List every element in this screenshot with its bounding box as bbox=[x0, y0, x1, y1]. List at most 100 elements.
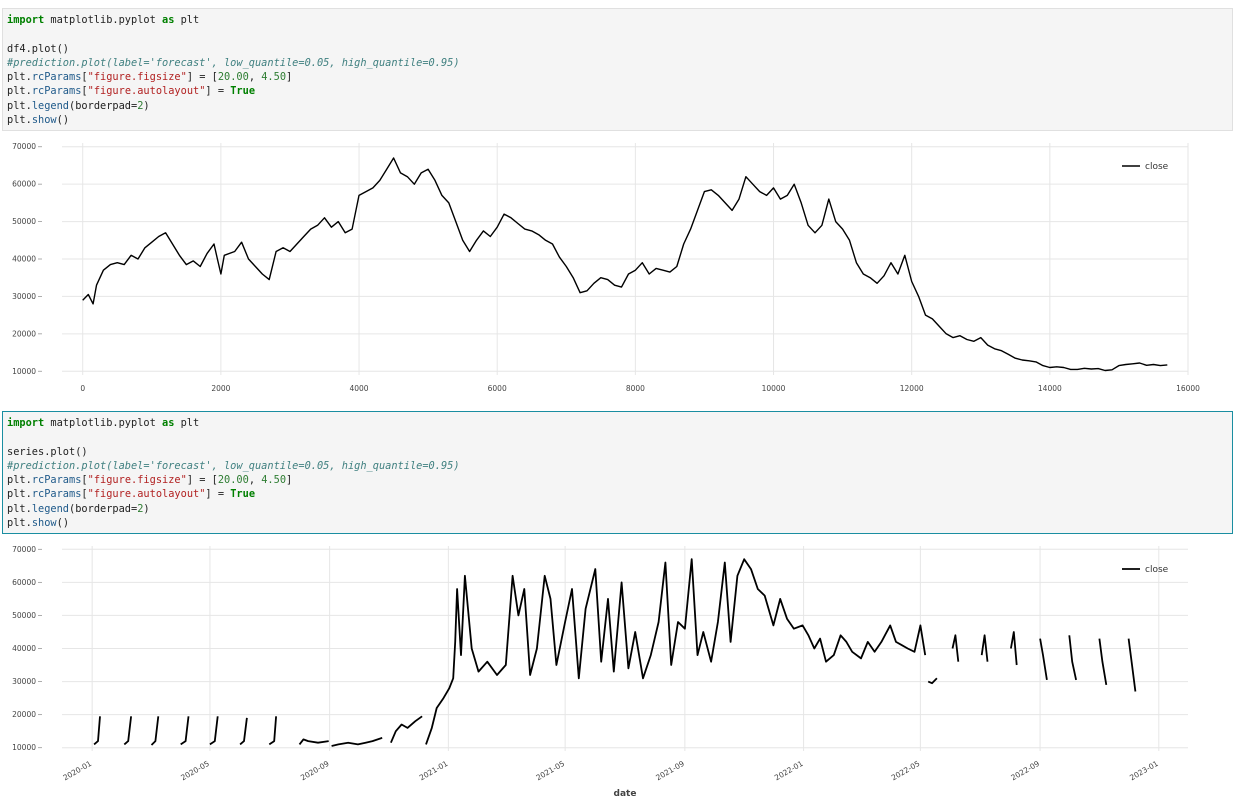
code-token: plt. bbox=[7, 99, 32, 112]
x-tick-label: 8000 bbox=[626, 384, 645, 393]
code-token: #prediction.plot(label='forecast', low_q… bbox=[7, 56, 460, 69]
code-editor-2[interactable]: import matplotlib.pyplot as plt series.p… bbox=[7, 416, 1228, 530]
series-line-segment-close bbox=[209, 716, 219, 746]
x-tick-label: 2020-09 bbox=[299, 759, 331, 783]
series-line-segment-close bbox=[239, 717, 248, 746]
code-token: show bbox=[31, 114, 57, 127]
series-line-segment-close bbox=[951, 634, 960, 662]
code-token: () bbox=[56, 114, 70, 127]
y-tick-label: 50000 bbox=[12, 217, 36, 226]
code-cell-1[interactable]: import matplotlib.pyplot as plt df4.plot… bbox=[2, 8, 1233, 131]
code-token: ] bbox=[286, 474, 293, 487]
code-token: ) bbox=[143, 502, 150, 515]
code-token: 2 bbox=[137, 502, 144, 515]
code-token: () bbox=[56, 517, 70, 530]
code-token: 4.50 bbox=[261, 474, 287, 487]
output-plot-1: 10000 20000 30000 40000 50000 60000 70000 0 2000… bbox=[0, 133, 1235, 401]
code-token: plt. bbox=[7, 502, 32, 515]
code-token: rcParams bbox=[31, 71, 82, 84]
code-token: True bbox=[230, 488, 256, 501]
x-tick-label: 2020-01 bbox=[62, 759, 94, 783]
legend-label-close: close bbox=[1145, 162, 1169, 172]
code-token: matplotlib.pyplot bbox=[44, 417, 162, 429]
code-editor-1[interactable]: import matplotlib.pyplot as plt df4.plot… bbox=[7, 13, 1228, 127]
code-token: series.plot bbox=[7, 445, 76, 458]
code-line: #prediction.plot(label='forecast', low_q… bbox=[7, 459, 1228, 473]
y-tick-label: 30000 bbox=[12, 292, 36, 301]
y-tick-label: 40000 bbox=[12, 644, 36, 653]
code-token: 20.00 bbox=[217, 474, 249, 487]
series-line-segment-close bbox=[927, 677, 938, 685]
code-token: rcParams bbox=[31, 474, 82, 487]
line-chart-1: 10000 20000 30000 40000 50000 60000 70000 0 2000… bbox=[12, 142, 1200, 393]
code-line: import matplotlib.pyplot as plt bbox=[7, 13, 1228, 27]
x-tick-label: 14000 bbox=[1038, 384, 1062, 393]
code-token: #prediction.plot(label='forecast', low_q… bbox=[7, 459, 460, 472]
code-token: "figure.figsize" bbox=[87, 71, 187, 84]
code-token: show bbox=[31, 517, 57, 530]
code-line: series.plot() bbox=[7, 445, 1228, 459]
code-token: 20.00 bbox=[217, 71, 249, 84]
code-token: import bbox=[7, 14, 45, 26]
legend-label-close: close bbox=[1145, 565, 1169, 575]
code-token: 4.50 bbox=[261, 71, 287, 84]
code-token: matplotlib.pyplot bbox=[44, 14, 162, 26]
code-cell-2[interactable]: import matplotlib.pyplot as plt series.p… bbox=[2, 411, 1233, 534]
series-line-segment-close bbox=[180, 716, 190, 746]
x-tick-label: 12000 bbox=[900, 384, 924, 393]
code-token: as bbox=[162, 14, 175, 26]
code-line: df4.plot() bbox=[7, 42, 1228, 56]
code-line: plt.show() bbox=[7, 516, 1228, 530]
code-line: plt.rcParams["figure.figsize"] = [20.00,… bbox=[7, 70, 1228, 84]
code-line: plt.legend(borderpad=2) bbox=[7, 99, 1228, 113]
code-token: plt. bbox=[7, 517, 32, 530]
code-token: "figure.autolayout" bbox=[87, 85, 206, 98]
code-token: plt. bbox=[7, 85, 32, 98]
code-token: df4.plot bbox=[7, 42, 57, 55]
series-line-segment-close bbox=[1127, 638, 1137, 692]
x-tick-label: 16000 bbox=[1176, 384, 1200, 393]
code-token: ) bbox=[143, 99, 150, 112]
x-tick-label: 2021-01 bbox=[418, 759, 450, 783]
code-line: plt.rcParams["figure.autolayout"] = True bbox=[7, 84, 1228, 98]
series-line-segment-close bbox=[298, 738, 329, 745]
code-line bbox=[7, 430, 1228, 444]
x-tick-label: 4000 bbox=[349, 384, 368, 393]
code-token: plt bbox=[174, 417, 200, 429]
code-token: ] = bbox=[205, 488, 231, 501]
code-token: [ bbox=[81, 71, 88, 84]
x-tick-label: 2022-09 bbox=[1009, 759, 1041, 783]
x-tick-label: 2000 bbox=[211, 384, 230, 393]
code-token: ] = [ bbox=[186, 474, 218, 487]
code-token: [ bbox=[81, 474, 88, 487]
code-line: plt.show() bbox=[7, 113, 1228, 127]
series-line-close bbox=[82, 157, 1168, 372]
y-tick-label: 40000 bbox=[12, 255, 36, 264]
x-tick-label: 2021-05 bbox=[535, 759, 567, 783]
code-line: #prediction.plot(label='forecast', low_q… bbox=[7, 56, 1228, 70]
code-token: rcParams bbox=[31, 488, 82, 501]
y-tick-label: 20000 bbox=[12, 710, 36, 719]
code-token: import bbox=[7, 417, 45, 429]
y-tick-label: 70000 bbox=[12, 545, 36, 554]
code-token: legend bbox=[31, 99, 70, 112]
code-line: import matplotlib.pyplot as plt bbox=[7, 416, 1228, 430]
code-token: plt. bbox=[7, 474, 32, 487]
x-tick-label: 2023-01 bbox=[1128, 759, 1160, 783]
code-line bbox=[7, 27, 1228, 41]
y-tick-label: 10000 bbox=[12, 743, 36, 752]
code-token: (borderpad= bbox=[69, 502, 138, 515]
code-line: plt.legend(borderpad=2) bbox=[7, 502, 1228, 516]
y-tick-label: 70000 bbox=[12, 142, 36, 151]
series-line-segment-close bbox=[980, 634, 989, 662]
series-line-segment-close bbox=[390, 715, 423, 744]
series-line-segment-close bbox=[1010, 631, 1018, 666]
code-token: plt. bbox=[7, 114, 32, 127]
line-chart-2: 10000 20000 30000 40000 50000 60000 70000 2020-… bbox=[12, 545, 1188, 799]
x-tick-label: 2020-05 bbox=[179, 759, 211, 783]
series-line-segment-close bbox=[425, 558, 927, 745]
code-token: () bbox=[75, 445, 88, 458]
code-token: plt. bbox=[7, 488, 32, 501]
x-tick-label: 10000 bbox=[762, 384, 786, 393]
x-tick-label: 6000 bbox=[488, 384, 507, 393]
